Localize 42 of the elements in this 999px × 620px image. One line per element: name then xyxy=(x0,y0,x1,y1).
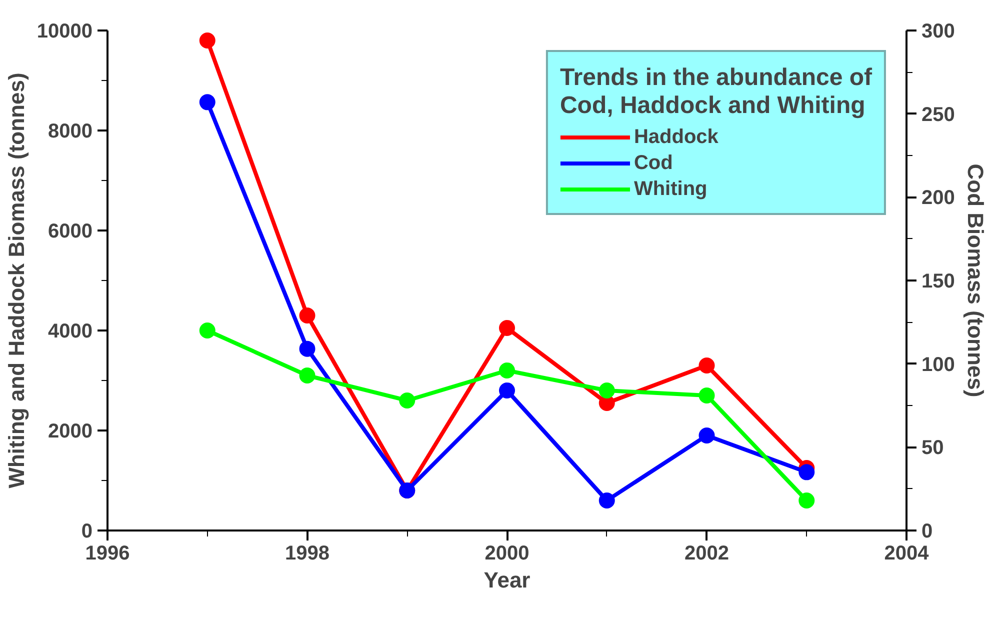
point xyxy=(499,320,515,336)
x-tick-label: 2004 xyxy=(884,542,930,564)
y-tick-label: 6000 xyxy=(48,220,93,242)
y2-tick-label: 250 xyxy=(922,104,955,126)
point xyxy=(199,32,216,48)
point xyxy=(798,464,815,480)
point xyxy=(598,382,615,398)
point xyxy=(299,368,316,384)
point xyxy=(499,382,515,398)
x-axis-title: Year xyxy=(484,568,531,592)
point xyxy=(499,362,515,378)
point xyxy=(299,308,316,324)
legend-label: Whiting xyxy=(634,178,708,200)
y-tick-label: 2000 xyxy=(48,420,93,442)
point xyxy=(199,322,216,338)
point xyxy=(698,428,715,444)
y2-axis-title: Cod Biomass (tonnes) xyxy=(962,164,988,398)
x-tick-label: 1996 xyxy=(85,542,130,564)
y-tick-label: 10000 xyxy=(36,20,93,42)
legend-label: Cod xyxy=(634,152,673,174)
point xyxy=(698,388,715,404)
y2-tick-label: 100 xyxy=(922,354,955,376)
y2-tick-label: 0 xyxy=(922,520,933,542)
y2-tick-label: 300 xyxy=(922,20,955,42)
point xyxy=(598,492,615,508)
y-tick-label: 8000 xyxy=(48,120,93,142)
point xyxy=(698,358,715,374)
x-tick-label: 2000 xyxy=(484,542,530,564)
y2-tick-label: 150 xyxy=(922,270,955,292)
x-tick-label: 1998 xyxy=(285,542,330,564)
y-tick-label: 0 xyxy=(81,520,92,542)
point xyxy=(399,392,416,408)
point xyxy=(798,492,815,508)
x-tick-label: 2002 xyxy=(684,542,730,564)
point xyxy=(199,94,216,110)
legend-title: Trends in the abundance of Cod, Haddock and Whiting xyxy=(560,64,872,120)
point xyxy=(299,340,316,357)
y2-tick-label: 50 xyxy=(922,437,944,460)
legend-label: Haddock xyxy=(634,126,718,148)
y2-tick-label: 200 xyxy=(922,187,955,210)
y-axis-title: Whiting and Haddock Biomass (tonnes) xyxy=(4,72,29,488)
y-tick-label: 4000 xyxy=(48,320,93,342)
